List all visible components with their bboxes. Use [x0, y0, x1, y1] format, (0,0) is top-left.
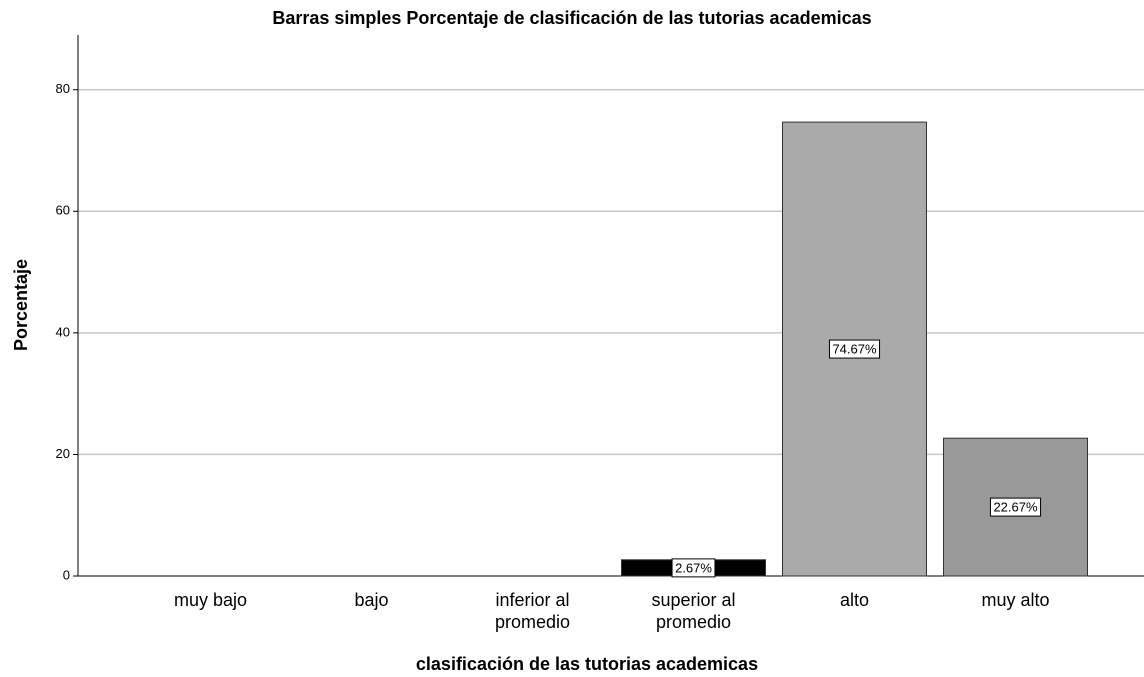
chart-title: Barras simples Porcentaje de clasificaci… — [272, 8, 871, 28]
y-tick-label: 80 — [56, 81, 70, 96]
x-tick-label: muy alto — [981, 590, 1049, 610]
value-label: 2.67% — [675, 560, 712, 575]
value-label-group: 2.67% — [671, 558, 716, 578]
y-tick-label: 40 — [56, 324, 70, 339]
value-label-box — [671, 558, 716, 578]
x-tick-label: alto — [840, 590, 869, 610]
value-label: 74.67% — [832, 341, 877, 356]
y-tick-label: 0 — [63, 567, 70, 582]
value-label-group: 22.67% — [989, 497, 1042, 517]
y-tick-label: 20 — [56, 446, 70, 461]
x-tick-label: inferior al promedio — [495, 590, 570, 632]
value-label-group: 74.67% — [828, 339, 881, 359]
value-label-box — [989, 497, 1042, 517]
y-tick-label: 60 — [56, 203, 70, 218]
x-tick-label: muy bajo — [174, 590, 247, 610]
x-axis-title: clasificación de las tutorias academicas — [416, 654, 758, 674]
value-label-box — [828, 339, 881, 359]
x-tick-label: bajo — [354, 590, 388, 610]
x-tick-label: superior al promedio — [651, 590, 735, 632]
value-label: 22.67% — [993, 500, 1038, 515]
y-axis-title: Porcentaje — [11, 259, 31, 351]
